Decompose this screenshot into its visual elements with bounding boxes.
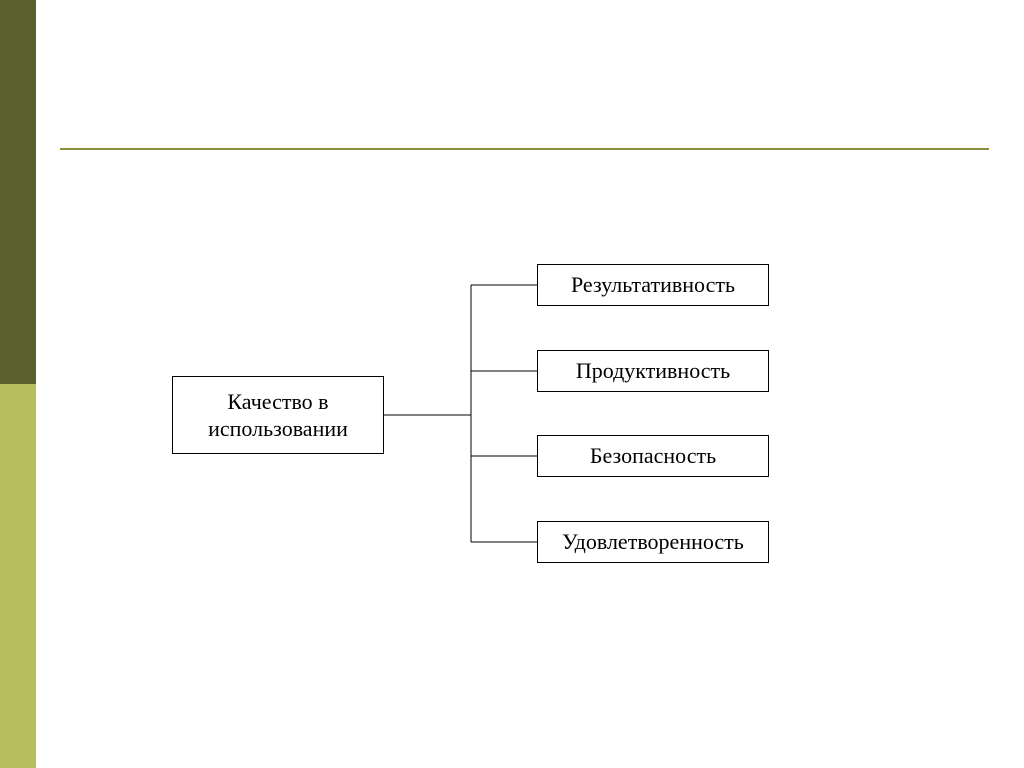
child-productivity-box: Продуктивность [537,350,769,392]
connector-lines [0,0,1024,768]
quality-in-use-diagram: Качество виспользовании Результативность П… [0,0,1024,768]
root-box-label: Качество виспользовании [208,388,348,443]
child-productivity-box-label: Продуктивность [576,357,730,385]
root-box: Качество виспользовании [172,376,384,454]
child-satisfaction-box-label: Удовлетворенность [562,528,744,556]
child-safety-box-label: Безопасность [590,442,716,470]
child-effectiveness-box: Результативность [537,264,769,306]
child-satisfaction-box: Удовлетворенность [537,521,769,563]
child-effectiveness-box-label: Результативность [571,271,735,299]
child-safety-box: Безопасность [537,435,769,477]
